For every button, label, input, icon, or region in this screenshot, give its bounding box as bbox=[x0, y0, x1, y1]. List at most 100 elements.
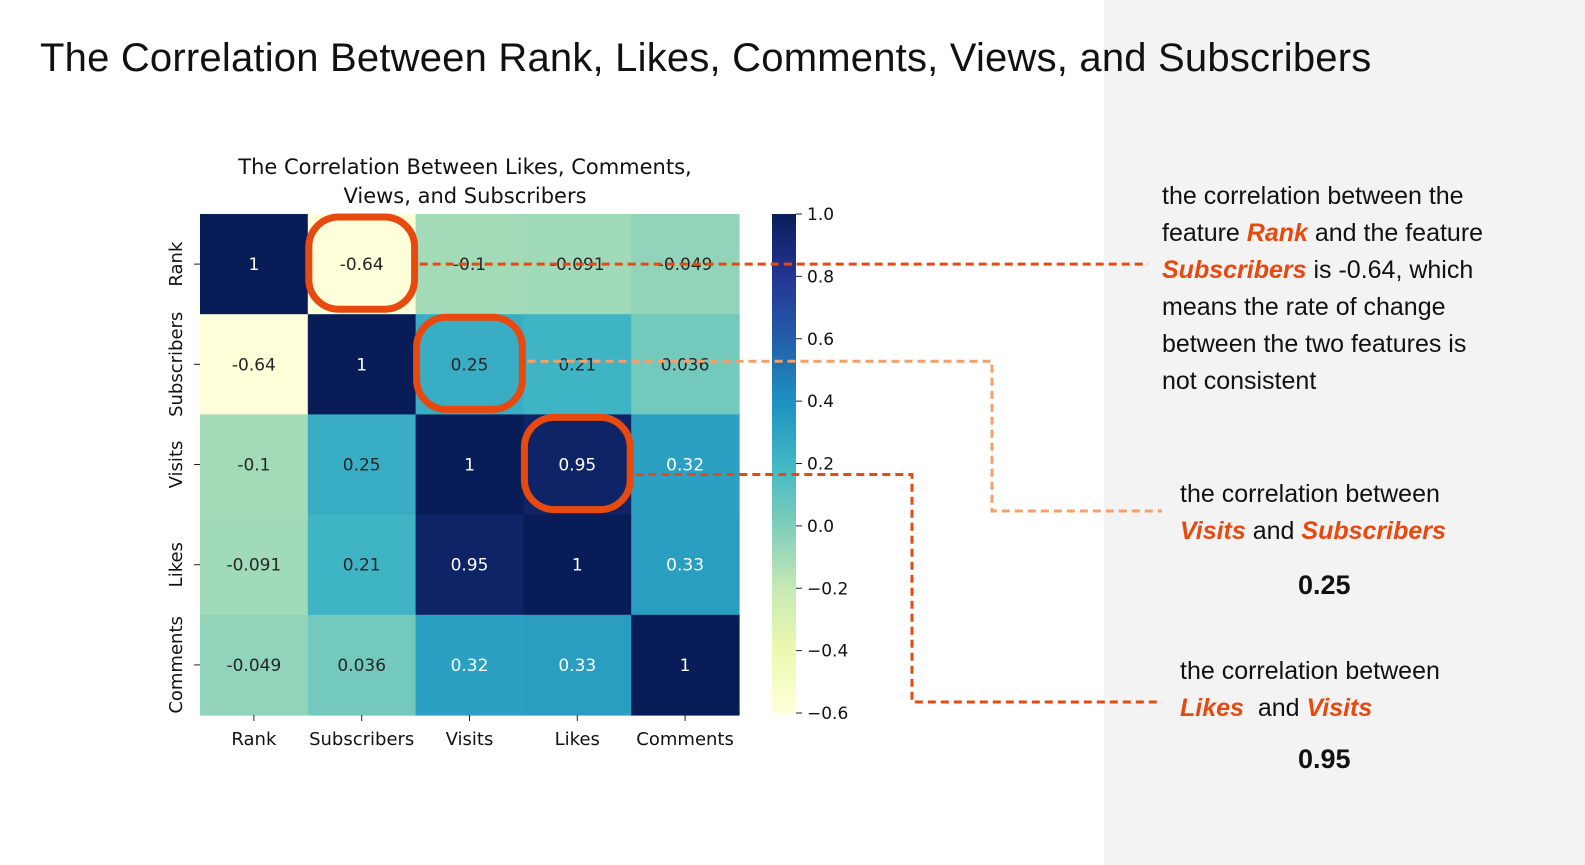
heatmap-cell bbox=[307, 514, 417, 616]
heatmap-cell bbox=[523, 414, 632, 516]
heatmap-cell bbox=[631, 514, 740, 616]
heatmap-cell-label: -0.091 bbox=[226, 556, 281, 576]
heatmap-cell bbox=[200, 514, 309, 616]
value-likes-visits: 0.95 bbox=[1298, 744, 1351, 774]
annotation-text: Visits and Subscribers bbox=[1180, 513, 1446, 550]
heatmap-cell-label: 0.21 bbox=[558, 355, 596, 375]
annotation-visits-subscribers: the correlation between Visits and Subsc… bbox=[1180, 476, 1446, 550]
y-tick-label: Rank bbox=[166, 241, 187, 287]
colorbar-tick-label: 0.2 bbox=[807, 455, 834, 475]
annotation-text: between the two features is bbox=[1162, 330, 1467, 358]
annotation-text: and bbox=[1245, 517, 1302, 545]
heatmap-cell-label: 0.25 bbox=[343, 456, 381, 476]
heatmap-cell bbox=[307, 414, 417, 516]
feature-rank-highlight: Rank bbox=[1246, 219, 1308, 247]
dashed-connector bbox=[527, 359, 1162, 513]
colorbar-tick-label: −0.2 bbox=[807, 579, 848, 599]
annotation-text: the correlation between bbox=[1180, 657, 1440, 685]
cell-highlight-ring bbox=[413, 313, 526, 413]
heatmap-cell-label: -0.1 bbox=[237, 456, 270, 476]
heatmap-cell bbox=[415, 514, 524, 616]
x-tick-label: Visits bbox=[446, 729, 494, 750]
feature-subscribers-highlight: Subscribers bbox=[1301, 517, 1446, 545]
heatmap-cell-label: 0.21 bbox=[343, 556, 381, 576]
annotation-text: and the feature bbox=[1307, 219, 1484, 247]
annotation-text: the correlation between the bbox=[1162, 182, 1464, 210]
heatmap-cell bbox=[523, 514, 632, 616]
heatmap-cell-label: 0.32 bbox=[666, 456, 704, 476]
heatmap-cell bbox=[631, 614, 740, 716]
colorbar-tick-label: 0.0 bbox=[807, 517, 834, 537]
annotation-text: feature bbox=[1162, 219, 1247, 247]
heatmap-cell bbox=[415, 614, 524, 716]
heatmap-cell bbox=[523, 314, 632, 415]
annotation-text: feature Rank and the feature bbox=[1162, 215, 1483, 252]
annotation-text: not consistent bbox=[1162, 367, 1317, 395]
heatmap-cell bbox=[631, 414, 740, 516]
x-tick-label: Comments bbox=[636, 729, 734, 750]
heatmap-cell bbox=[415, 414, 524, 516]
annotation-text: and bbox=[1243, 694, 1307, 722]
heatmap-cell-label: 0.33 bbox=[666, 556, 704, 576]
right-panel-background bbox=[1104, 0, 1585, 865]
heatmap-cell-label: -0.1 bbox=[453, 255, 486, 275]
colorbar-tick-label: 1.0 bbox=[807, 205, 834, 225]
heatmap-cell-label: -0.64 bbox=[340, 255, 384, 275]
heatmap-cell-label: 0.25 bbox=[451, 355, 489, 375]
y-tick-label: Likes bbox=[166, 542, 187, 587]
heatmap-cell-label: 0.95 bbox=[451, 556, 489, 576]
y-tick-label: Subscribers bbox=[166, 312, 187, 417]
heatmap-cell bbox=[307, 214, 417, 315]
slide-title: The Correlation Between Rank, Likes, Com… bbox=[40, 36, 1372, 80]
colorbar-tick-label: −0.6 bbox=[807, 704, 848, 724]
feature-visits-highlight: Visits bbox=[1306, 694, 1373, 722]
heatmap-cell-label: -0.64 bbox=[232, 355, 276, 375]
heatmap-cell-label: -0.049 bbox=[226, 656, 281, 676]
heatmap-cell-label: 1 bbox=[248, 255, 259, 275]
x-tick-label: Likes bbox=[555, 729, 600, 750]
y-tick-label: Visits bbox=[166, 441, 187, 489]
heatmap-cell bbox=[200, 214, 309, 315]
heatmap-cell bbox=[200, 414, 309, 516]
annotation-text: means the rate of change bbox=[1162, 293, 1446, 321]
chart-title-line: Views, and Subscribers bbox=[343, 184, 586, 208]
dashed-connector bbox=[635, 473, 1162, 704]
feature-visits-highlight: Visits bbox=[1180, 517, 1246, 545]
heatmap-cell bbox=[200, 614, 309, 716]
annotation-rank-subscribers: the correlation between the feature Rank… bbox=[1162, 178, 1483, 400]
colorbar-tick-label: 0.4 bbox=[807, 392, 834, 412]
heatmap-cell bbox=[307, 614, 417, 716]
x-tick-label: Rank bbox=[231, 729, 277, 750]
heatmap-cell-label: 1 bbox=[680, 656, 691, 676]
heatmap-cell-label: 1 bbox=[356, 355, 367, 375]
heatmap-cell-label: 0.33 bbox=[558, 656, 596, 676]
cell-highlight-ring bbox=[520, 413, 634, 514]
colorbar-tick-label: 0.8 bbox=[807, 267, 834, 287]
annotation-text: is -0.64, which bbox=[1306, 256, 1474, 284]
heatmap-cell bbox=[631, 314, 740, 415]
heatmap-cell-label: 0.95 bbox=[558, 456, 596, 476]
heatmap-cell-label: 1 bbox=[572, 556, 583, 576]
x-tick-label: Subscribers bbox=[309, 729, 414, 750]
colorbar-tick-label: 0.6 bbox=[807, 330, 834, 350]
annotation-text: Subscribers is -0.64, which bbox=[1162, 252, 1483, 289]
chart-title-line: The Correlation Between Likes, Comments, bbox=[237, 155, 691, 179]
annotation-likes-visits: the correlation between Likes and Visits bbox=[1180, 653, 1440, 727]
cell-highlight-ring bbox=[305, 213, 419, 313]
value-visits-subscribers: 0.25 bbox=[1298, 570, 1351, 600]
colorbar bbox=[772, 214, 796, 713]
heatmap-cell-label: 0.036 bbox=[337, 656, 386, 676]
heatmap-cell bbox=[523, 614, 632, 716]
heatmap-cell-label: 1 bbox=[464, 456, 475, 476]
feature-subscribers-highlight: Subscribers bbox=[1162, 256, 1307, 284]
y-tick-label: Comments bbox=[166, 616, 187, 714]
colorbar-tick-label: −0.4 bbox=[807, 642, 848, 662]
heatmap-cell-label: 0.036 bbox=[661, 355, 710, 375]
heatmap-cell bbox=[200, 314, 309, 415]
annotation-text: the correlation between bbox=[1180, 480, 1440, 508]
annotation-text: Likes and Visits bbox=[1180, 690, 1440, 727]
feature-likes-highlight: Likes bbox=[1180, 694, 1244, 722]
heatmap-cell-label: 0.32 bbox=[451, 656, 489, 676]
heatmap-cell bbox=[307, 314, 417, 415]
heatmap-cell bbox=[415, 314, 524, 415]
